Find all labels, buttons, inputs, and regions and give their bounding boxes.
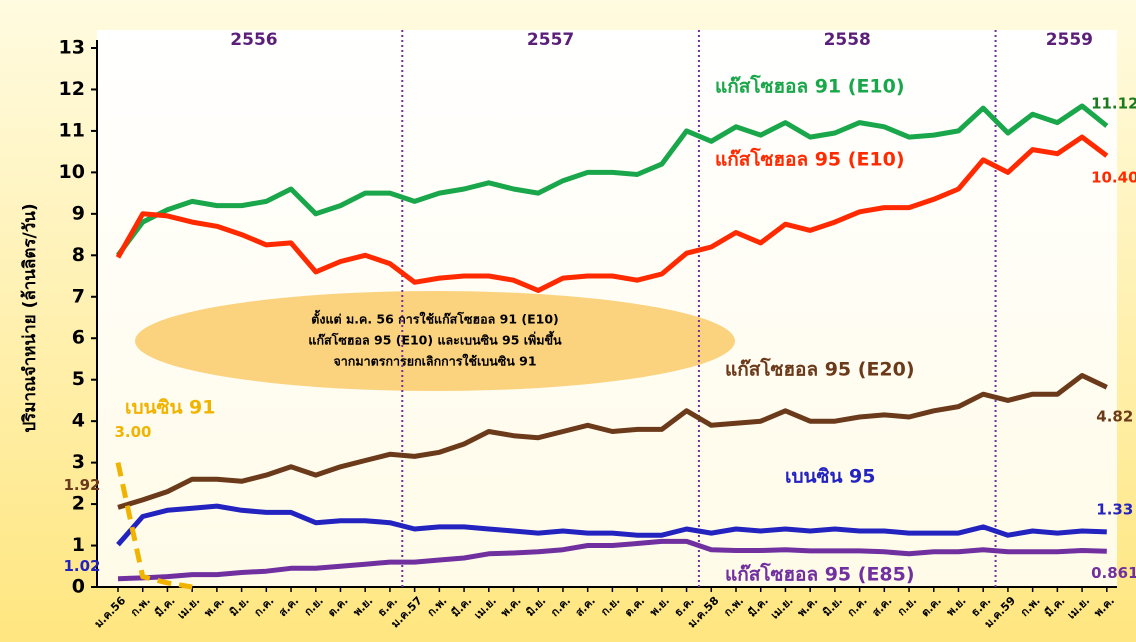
series-line: [117, 538, 1107, 582]
y-tick-label: 11: [59, 119, 85, 141]
y-tick-label: 7: [72, 285, 85, 307]
value-label: 3.00: [114, 423, 151, 441]
series-line: [115, 462, 193, 590]
value-label: 4.82: [1096, 408, 1133, 426]
year-label: 2556: [230, 30, 277, 50]
series-name: แก๊สโซฮอล 95 (E10): [715, 148, 905, 171]
series-line: [117, 373, 1108, 510]
note-bubble: [135, 291, 735, 391]
series-name: แก๊สโซฮอล 95 (E20): [725, 358, 915, 381]
y-tick-label: 9: [72, 202, 85, 224]
y-tick-label: 5: [72, 368, 85, 390]
value-label: 10.40: [1091, 168, 1136, 186]
y-tick-label: 12: [59, 78, 85, 100]
note-text: แก๊สโซฮอล 95 (E10) และเบนซิน 95 เพิ่มขึ้…: [308, 331, 562, 348]
value-label: 1.33: [1096, 500, 1133, 518]
year-label: 2558: [824, 30, 871, 50]
note-text: ตั้งแต่ ม.ค. 56 การใช้แก๊สโซฮอล 91 (E10): [311, 310, 559, 327]
value-label: 1.02: [63, 557, 100, 575]
y-tick-label: 8: [72, 244, 85, 266]
value-label: 1.92: [63, 476, 100, 494]
value-label: 11.12: [1091, 94, 1136, 112]
year-label: 2559: [1046, 30, 1093, 50]
y-tick-label: 3: [72, 451, 85, 473]
note-text: จากมาตรการยกเลิกการใช้เบนซิน 91: [333, 354, 536, 369]
y-tick-label: 6: [72, 327, 85, 349]
year-label: 2557: [527, 30, 574, 50]
y-tick-label: 10: [59, 161, 85, 183]
y-tick-label: 0: [72, 576, 85, 598]
series-name: แก๊สโซฮอล 91 (E10): [715, 75, 905, 98]
series-name: เบนซิน 95: [785, 466, 875, 488]
y-tick-label: 13: [59, 37, 85, 59]
series-line: [115, 134, 1109, 293]
y-axis-label: ปริมาณจำหน่าย (ล้านลิตร/วัน): [20, 203, 40, 432]
series-line: [116, 503, 1107, 547]
value-label: 0.861: [1091, 564, 1136, 582]
y-tick-label: 1: [72, 534, 85, 556]
series-name: เบนซิน 91: [125, 397, 215, 419]
y-tick-label: 4: [72, 410, 85, 432]
series-name: แก๊สโซฮอล 95 (E85): [725, 563, 915, 586]
y-tick-label: 2: [72, 493, 85, 515]
series-line: [115, 103, 1109, 257]
